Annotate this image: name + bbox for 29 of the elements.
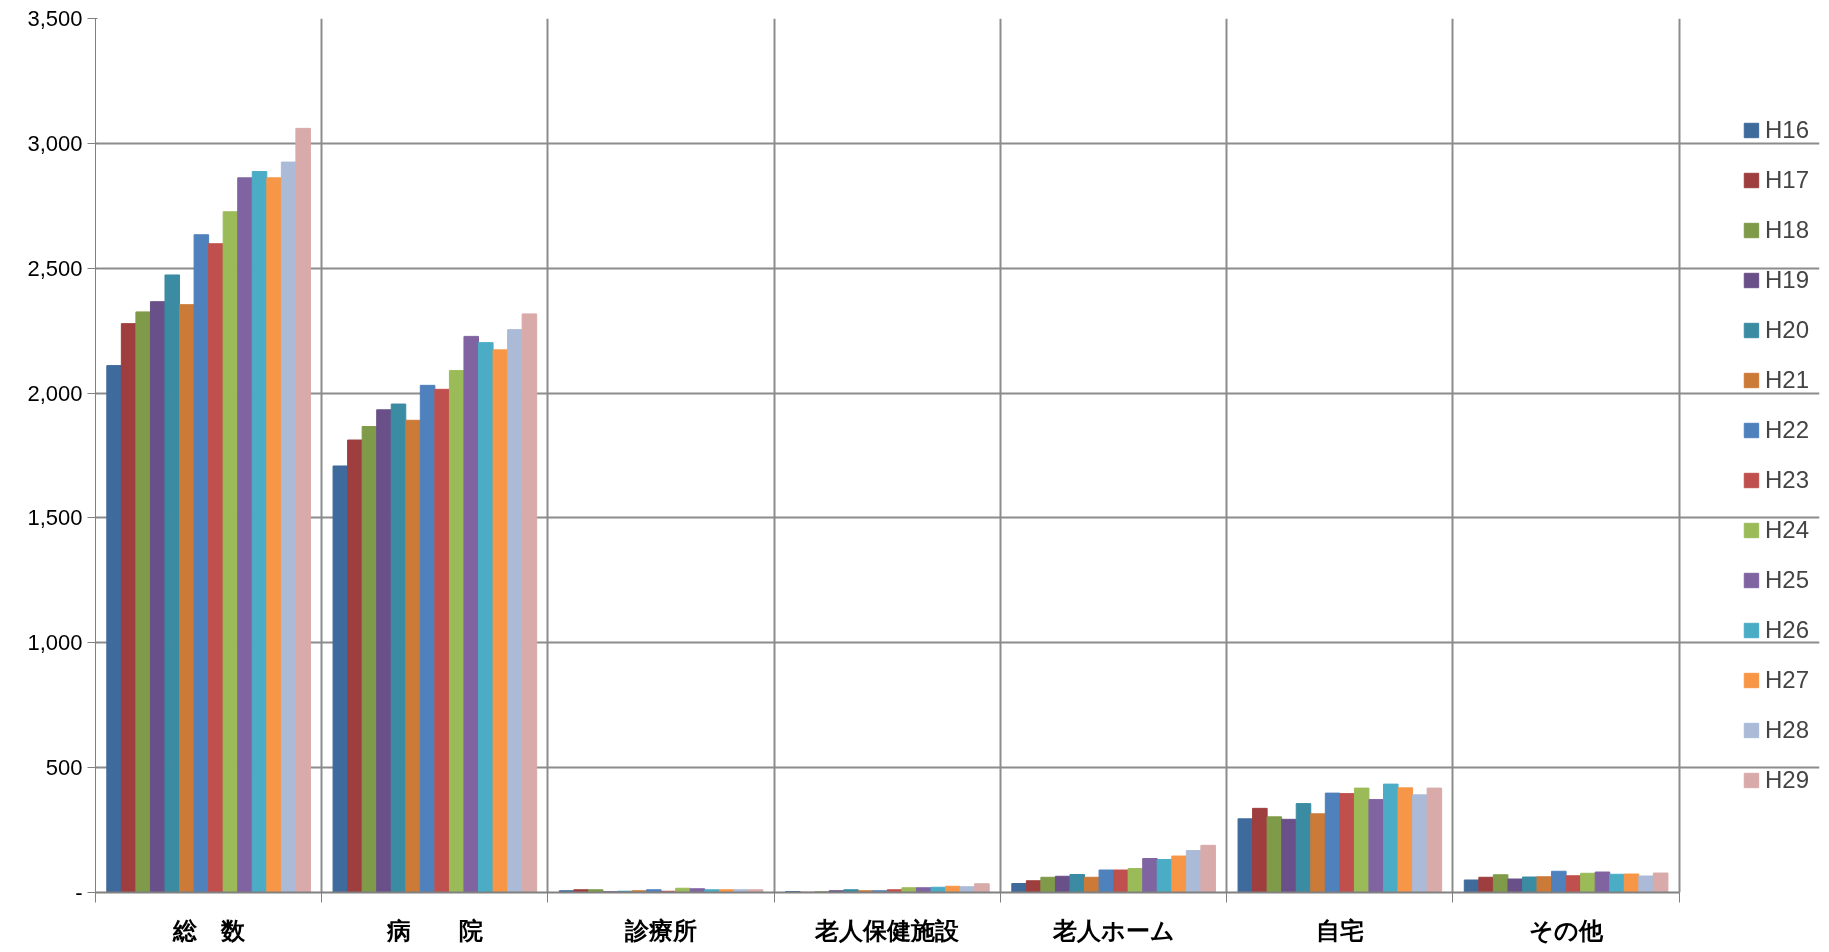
- y-tick-label: 500: [45, 755, 83, 781]
- x-tick-label: その他: [1529, 916, 1605, 945]
- legend-label: H20: [1764, 316, 1809, 344]
- legend-label: H22: [1764, 416, 1809, 444]
- x-tick-label: 総 数: [171, 916, 246, 945]
- x-tick-label: 老人保健施設: [814, 916, 961, 945]
- y-tick-label: 2,000: [27, 380, 83, 406]
- legend-label: H23: [1764, 466, 1809, 494]
- x-tick-label: 老人ホーム: [1051, 916, 1175, 945]
- legend-label: H21: [1764, 366, 1809, 394]
- legend-label: H24: [1764, 516, 1809, 544]
- legend-label: H27: [1764, 666, 1809, 694]
- y-tick-label: 1,500: [27, 505, 83, 531]
- legend-label: H28: [1764, 716, 1809, 744]
- x-tick-label: 診療所: [624, 916, 698, 945]
- x-tick-label: 病 院: [385, 916, 483, 945]
- y-tick-label: 2,500: [27, 255, 83, 281]
- y-tick-label: -: [75, 880, 83, 905]
- legend-label: H16: [1764, 116, 1809, 144]
- legend-label: H19: [1764, 266, 1809, 294]
- x-tick-label: 自宅: [1315, 916, 1364, 945]
- legend-label: H18: [1764, 216, 1809, 244]
- legend-label: H29: [1764, 766, 1809, 794]
- y-tick-label: 1,000: [27, 630, 83, 656]
- legend-label: H26: [1764, 616, 1809, 644]
- legend-label: H17: [1764, 166, 1809, 194]
- legend-label: H25: [1764, 566, 1809, 594]
- y-tick-label: 3,000: [27, 130, 83, 156]
- y-tick-label: 3,500: [27, 6, 83, 31]
